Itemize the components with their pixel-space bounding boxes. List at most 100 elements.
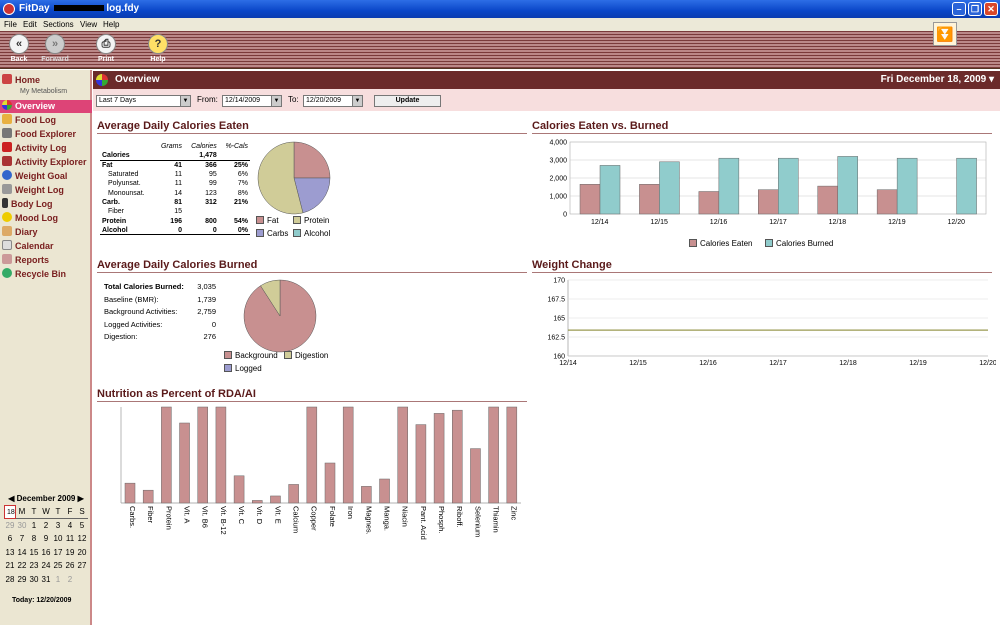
- menu-sections[interactable]: Sections: [43, 20, 74, 29]
- x-tick-label: 12/15: [650, 219, 668, 226]
- print-button[interactable]: ⎙ Print: [88, 34, 124, 63]
- sidebar-item-activity-log[interactable]: Activity Log: [2, 142, 90, 155]
- sidebar-item-body-log[interactable]: Body Log: [2, 198, 90, 211]
- calendar-day[interactable]: 26: [65, 561, 75, 570]
- sidebar-item-food-log[interactable]: Food Log: [2, 114, 90, 127]
- pie-slice-digestion: [260, 279, 281, 317]
- calendar-day[interactable]: 7: [19, 534, 25, 543]
- legend-fat: Fat: [256, 216, 279, 225]
- calendar-day[interactable]: 9: [43, 534, 49, 543]
- calendar-day[interactable]: 1: [31, 520, 37, 530]
- bar-eaten: [639, 184, 660, 215]
- calendar-day[interactable]: 23: [29, 561, 39, 570]
- download-arrow-icon[interactable]: ⏬: [933, 22, 957, 46]
- calendar-day[interactable]: 29: [5, 520, 15, 530]
- update-button[interactable]: Update: [374, 95, 441, 107]
- sidebar-item-activity-explorer[interactable]: Activity Explorer: [2, 156, 90, 169]
- menu-view[interactable]: View: [80, 20, 98, 29]
- bar-burned: [599, 165, 621, 215]
- calendar-day[interactable]: 14: [17, 547, 27, 557]
- prev-month-icon[interactable]: ◀: [8, 494, 15, 503]
- calendar-day[interactable]: 20: [77, 547, 87, 557]
- sidebar-item-weight-goal[interactable]: Weight Goal: [2, 170, 90, 183]
- calendar-day[interactable]: 6: [7, 534, 13, 543]
- table-row: Alcohol 0 0 0%: [100, 225, 250, 236]
- y-tick-label: 2,000: [549, 176, 567, 183]
- nutrient-value: 14: [174, 189, 182, 197]
- rda-bar: [415, 424, 427, 504]
- date-selector[interactable]: Fri December 18, 2009 ▾: [880, 74, 994, 85]
- menu-file[interactable]: File: [4, 20, 17, 29]
- burned-label: Baseline (BMR):: [104, 294, 159, 304]
- nutrient-value: 800: [205, 217, 217, 225]
- calendar-day[interactable]: 30: [29, 574, 39, 584]
- range-select[interactable]: Last 7 Days ▼: [96, 95, 191, 107]
- menu-bar: File Edit Sections View Help: [0, 18, 1000, 31]
- to-date-input[interactable]: 12/20/2009 ▼: [303, 95, 363, 107]
- menu-edit[interactable]: Edit: [23, 20, 37, 29]
- calendar-day[interactable]: 27: [77, 561, 87, 570]
- sidebar-item-home[interactable]: Home: [2, 74, 90, 87]
- today-label[interactable]: Today: 12/20/2009: [12, 597, 72, 604]
- help-button[interactable]: ? Help: [140, 34, 176, 63]
- calendar-day[interactable]: 15: [29, 547, 39, 557]
- title-bar: FitDay log.fdy – ❐ ✕: [0, 0, 1000, 18]
- minimize-button[interactable]: –: [952, 2, 966, 16]
- back-button[interactable]: «Back: [1, 34, 37, 63]
- close-button[interactable]: ✕: [984, 2, 998, 16]
- calendar-day[interactable]: 21: [5, 561, 15, 570]
- calendar-day[interactable]: 30: [17, 520, 27, 530]
- rda-chart: Carbs. Fiber Protein Vit. A Vit. B6 Vit. B-12…: [120, 406, 521, 540]
- calendar-day[interactable]: 11: [65, 534, 75, 543]
- calendar-day[interactable]: 2: [43, 520, 49, 530]
- sidebar-item-recycle-bin[interactable]: Recycle Bin: [2, 268, 90, 281]
- maximize-button[interactable]: ❐: [968, 2, 982, 16]
- burned-label: Digestion:: [104, 332, 138, 341]
- calendar-day[interactable]: 22: [17, 561, 27, 570]
- x-tick-label: Manga.: [382, 506, 391, 531]
- overview-icon: [96, 74, 108, 86]
- calendar-day[interactable]: 25: [53, 561, 63, 570]
- eaten-vs-burned-chart: 0 1,000 2,000 3,000 4,000 12/14 12/15 12/16 12/1…: [549, 140, 987, 226]
- calendar-day[interactable]: 4: [67, 520, 73, 530]
- day-header: T: [28, 505, 40, 519]
- y-tick-label: 160: [553, 354, 565, 361]
- calendar-day[interactable]: 16: [41, 547, 51, 557]
- rda-bar: [179, 422, 190, 504]
- calendar-day[interactable]: 28: [5, 574, 15, 584]
- calendar-day[interactable]: 8: [31, 534, 37, 543]
- calendar-day[interactable]: 24: [41, 561, 51, 570]
- calendar-day[interactable]: 10: [53, 534, 63, 543]
- sidebar-item-diary[interactable]: Diary: [2, 226, 90, 239]
- calendar-month: December 2009: [16, 494, 76, 503]
- bar-eaten: [876, 189, 898, 215]
- menu-help[interactable]: Help: [103, 20, 120, 29]
- calendar-day[interactable]: 31: [41, 574, 51, 584]
- calendar-day[interactable]: 2: [67, 574, 73, 584]
- day-header: W: [40, 505, 52, 519]
- sidebar-item-food-explorer[interactable]: Food Explorer: [2, 128, 90, 141]
- forward-button[interactable]: » Forward: [37, 34, 73, 63]
- sidebar-item-weight-log[interactable]: Weight Log: [2, 184, 90, 197]
- calendar-day[interactable]: 29: [17, 574, 27, 584]
- sidebar-item-mood-log[interactable]: Mood Log: [2, 212, 90, 225]
- x-tick-label: 12/18: [839, 360, 857, 367]
- sidebar-item-reports[interactable]: Reports: [2, 254, 90, 267]
- sidebar-item-my-metabolism[interactable]: My Metabolism: [20, 88, 68, 95]
- y-tick-label: 165: [553, 316, 565, 323]
- calendar-day[interactable]: 19: [65, 547, 75, 557]
- calendar-day[interactable]: 12: [77, 534, 87, 543]
- next-month-icon[interactable]: ▶: [77, 494, 84, 503]
- calendar-day[interactable]: 13: [5, 547, 15, 557]
- x-tick-label: Niacin: [401, 506, 410, 527]
- from-date-input[interactable]: 12/14/2009 ▼: [222, 95, 282, 107]
- x-tick-label: 12/14: [591, 219, 609, 226]
- calendar-day[interactable]: 18: [4, 505, 16, 519]
- calendar-day[interactable]: 3: [55, 520, 61, 530]
- calendar-day[interactable]: 17: [53, 547, 63, 557]
- sidebar-item-overview[interactable]: Overview: [0, 100, 92, 113]
- sidebar-item-calendar[interactable]: Calendar: [2, 240, 90, 253]
- calendar-day[interactable]: 5: [79, 520, 85, 530]
- pie-slice-fat: [293, 141, 331, 179]
- calendar-day[interactable]: 1: [55, 574, 61, 584]
